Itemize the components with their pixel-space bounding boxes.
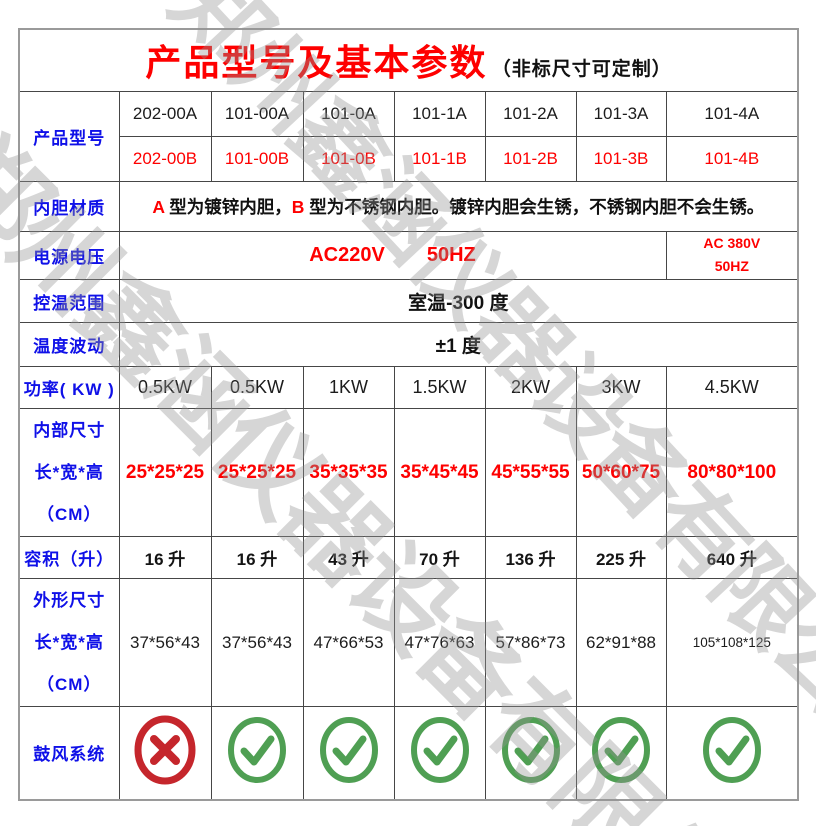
outer-size-cell: 105*108*125: [665, 578, 799, 708]
freq-value: 50HZ: [426, 243, 476, 266]
liner-text-2: 型为不锈钢内胆。镀锌内胆会生锈，不锈钢内胆不会生锈。: [304, 196, 765, 217]
liner-type-b: B: [291, 196, 305, 217]
liner-type-a: A: [152, 196, 165, 217]
volume-cell: 225 升: [575, 536, 667, 580]
outer-size-cell: 57*86*73: [484, 578, 577, 708]
liner-material-row: 内胆材质 A 型为镀锌内胆，B 型为不锈钢内胆。镀锌内胆会生锈，不锈钢内胆不会生…: [18, 180, 799, 232]
inner-size-cell: 45*55*55: [484, 408, 577, 538]
row-label-liner: 内胆材质: [18, 180, 120, 232]
power-cell: 3KW: [575, 366, 667, 410]
voltage-value: AC220V: [309, 243, 385, 266]
power-supply-main-cell: AC220V 50HZ: [118, 230, 667, 281]
blower-cell: [118, 706, 212, 801]
power-supply-row: 电源电压 AC220V 50HZ AC 380V 50HZ: [18, 230, 799, 281]
blower-cell: [393, 706, 486, 801]
temp-range-value: 室温-300 度: [408, 292, 509, 314]
row-label-outer-size: 外形尺寸 长*宽*高 （CM）: [18, 578, 120, 708]
model-a-cell: 101-1A: [393, 90, 486, 137]
volume-cell: 640 升: [665, 536, 799, 580]
spec-table: 产品型号及基本参数 （非标尺寸可定制） 产品型号 202-00A 101-00A…: [18, 28, 800, 801]
volume-cell: 16 升: [118, 536, 212, 580]
temp-fluctuation-value: ±1 度: [435, 336, 481, 358]
row-label-inner-size: 内部尺寸 长*宽*高 （CM）: [18, 408, 120, 538]
volume-cell: 70 升: [393, 536, 486, 580]
temp-fluctuation-cell: ±1 度: [118, 322, 799, 368]
model-a-cell: 101-4A: [665, 90, 799, 137]
outer-size-cell: 47*76*63: [393, 578, 486, 708]
volume-cell: 16 升: [210, 536, 304, 580]
volume-row: 容积（升） 16 升 16 升 43 升 70 升 136 升 225 升 64…: [18, 536, 799, 580]
inner-size-cell: 25*25*25: [210, 408, 304, 538]
model-row-a: 产品型号 202-00A 101-00A 101-0A 101-1A 101-2…: [18, 90, 799, 182]
outer-size-row: 外形尺寸 长*宽*高 （CM） 37*56*43 37*56*43 47*66*…: [18, 578, 799, 708]
model-b-cell: 101-0B: [302, 135, 395, 182]
blower-cell: [210, 706, 304, 801]
inner-size-cell: 80*80*100: [665, 408, 799, 538]
temp-fluctuation-row: 温度波动 ±1 度: [18, 322, 799, 368]
row-label-temp-range: 控温范围: [18, 279, 120, 324]
outer-size-cell: 62*91*88: [575, 578, 667, 708]
inner-size-cell: 35*45*45: [393, 408, 486, 538]
cross-icon: [133, 715, 197, 785]
model-a-cell: 202-00A: [118, 90, 212, 137]
page-title: 产品型号及基本参数: [145, 42, 488, 84]
outer-size-cell: 47*66*53: [302, 578, 395, 708]
model-a-cell: 101-0A: [302, 90, 395, 137]
row-label-power-supply: 电源电压: [18, 230, 120, 281]
check-icon: [589, 715, 653, 785]
power-cell: 0.5KW: [210, 366, 304, 410]
model-b-cell: 101-1B: [393, 135, 486, 182]
power-cell: 4.5KW: [665, 366, 799, 410]
freq-380-value: 50HZ: [714, 258, 749, 275]
liner-material-cell: A 型为镀锌内胆，B 型为不锈钢内胆。镀锌内胆会生锈，不锈钢内胆不会生锈。: [118, 180, 799, 232]
power-cell: 0.5KW: [118, 366, 212, 410]
inner-size-cell: 35*35*35: [302, 408, 395, 538]
model-b-cell: 202-00B: [118, 135, 212, 182]
blower-cell: [575, 706, 667, 801]
model-b-cell: 101-3B: [575, 135, 667, 182]
check-icon: [499, 715, 563, 785]
power-row: 功率( KW ) 0.5KW 0.5KW 1KW 1.5KW 2KW 3KW 4…: [18, 366, 799, 410]
liner-text-1: 型为镀锌内胆，: [164, 196, 292, 217]
check-icon: [317, 715, 381, 785]
row-label-volume: 容积（升）: [18, 536, 120, 580]
model-a-cell: 101-2A: [484, 90, 577, 137]
title-row: 产品型号及基本参数 （非标尺寸可定制）: [18, 28, 799, 92]
power-supply-380-cell: AC 380V 50HZ: [665, 230, 799, 281]
inner-size-cell: 25*25*25: [118, 408, 212, 538]
outer-size-cell: 37*56*43: [210, 578, 304, 708]
voltage-380-value: AC 380V: [703, 234, 761, 251]
power-cell: 1KW: [302, 366, 395, 410]
temp-range-cell: 室温-300 度: [118, 279, 799, 324]
check-icon: [700, 715, 764, 785]
model-a-cell: 101-00A: [210, 90, 304, 137]
inner-size-row: 内部尺寸 长*宽*高 （CM） 25*25*25 25*25*25 35*35*…: [18, 408, 799, 538]
power-cell: 2KW: [484, 366, 577, 410]
volume-cell: 43 升: [302, 536, 395, 580]
blower-cell: [665, 706, 799, 801]
row-label-blower: 鼓风系统: [18, 706, 120, 801]
power-cell: 1.5KW: [393, 366, 486, 410]
row-label-power: 功率( KW ): [18, 366, 120, 410]
blower-cell: [484, 706, 577, 801]
page-title-note: （非标尺寸可定制）: [491, 59, 672, 81]
check-icon: [225, 715, 289, 785]
check-icon: [408, 715, 472, 785]
outer-size-cell: 37*56*43: [118, 578, 212, 708]
model-a-cell: 101-3A: [575, 90, 667, 137]
model-b-cell: 101-00B: [210, 135, 304, 182]
inner-size-cell: 50*60*75: [575, 408, 667, 538]
title-cell: 产品型号及基本参数 （非标尺寸可定制）: [18, 28, 799, 92]
model-b-cell: 101-2B: [484, 135, 577, 182]
blower-cell: [302, 706, 395, 801]
temp-range-row: 控温范围 室温-300 度: [18, 279, 799, 324]
row-label-temp-fluctuation: 温度波动: [18, 322, 120, 368]
model-row-b: 202-00B 101-00B 101-0B 101-1B 101-2B 101…: [19, 135, 799, 182]
blower-row: 鼓风系统: [18, 706, 799, 801]
row-label-model: 产品型号: [18, 90, 120, 182]
model-b-cell: 101-4B: [665, 135, 799, 182]
volume-cell: 136 升: [484, 536, 577, 580]
